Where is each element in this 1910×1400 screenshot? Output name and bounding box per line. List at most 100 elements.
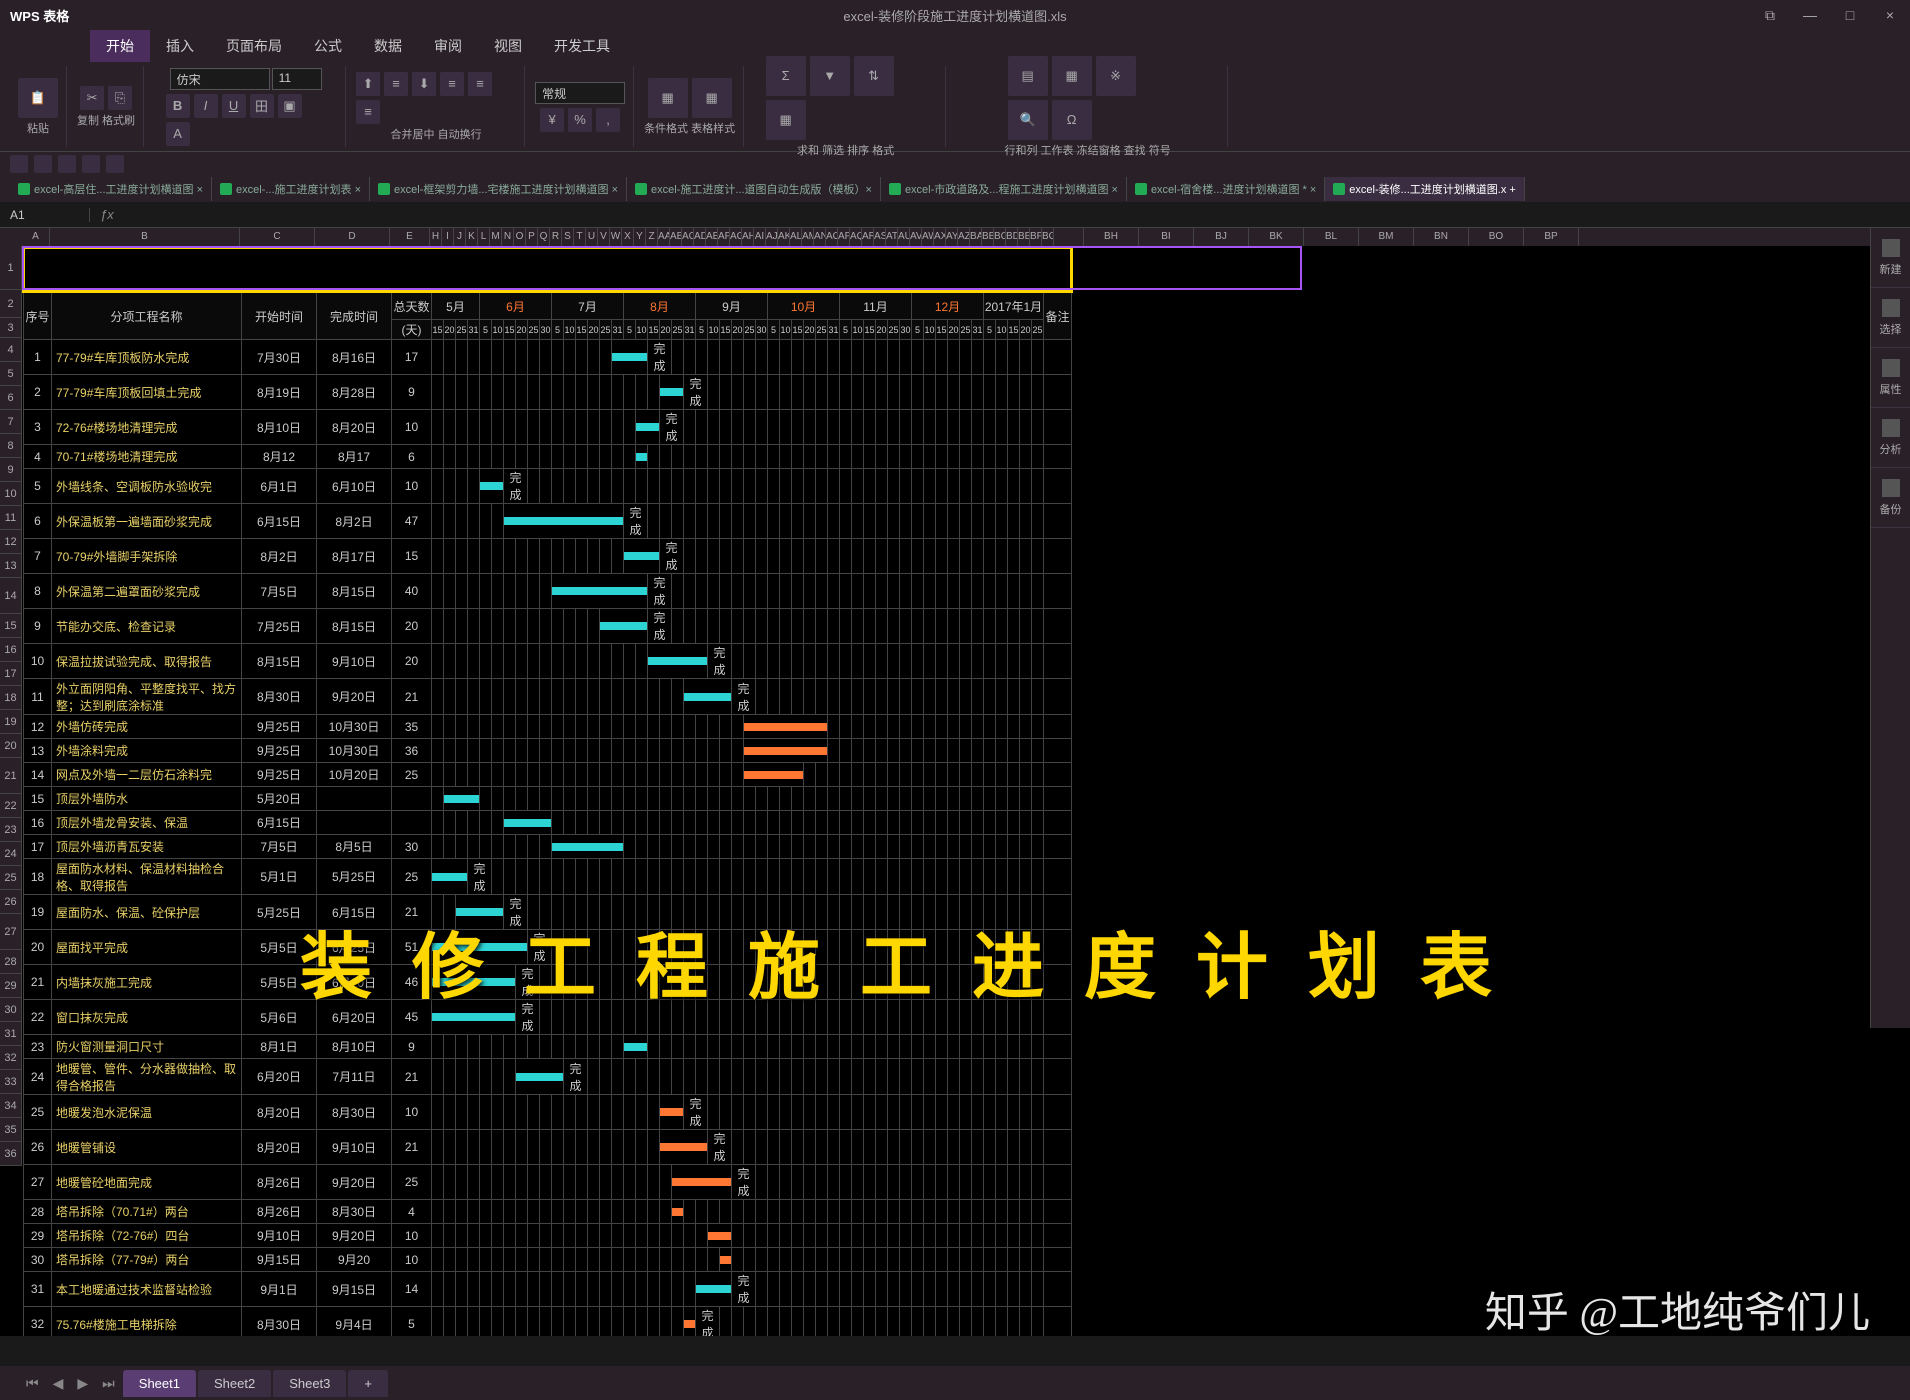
col-header[interactable]: AE — [706, 228, 718, 246]
table-row[interactable]: 17顶层外墙沥青瓦安装7月5日8月5日30 — [24, 835, 1072, 859]
col-header[interactable]: BA — [970, 228, 982, 246]
col-header[interactable]: AB — [670, 228, 682, 246]
table-style-icon[interactable]: ▦ — [692, 78, 732, 118]
taskpane-item[interactable]: 选择 — [1871, 288, 1910, 348]
col-header[interactable]: J — [454, 228, 466, 246]
qat-print-icon[interactable] — [58, 155, 76, 173]
col-header[interactable]: R — [550, 228, 562, 246]
spreadsheet-grid[interactable]: ABCDEHIJKLMNOPQRSTUVWXYZAAABACADAEAFAGAH… — [0, 228, 1910, 1336]
col-header[interactable]: M — [490, 228, 502, 246]
row-header[interactable]: 5 — [0, 362, 22, 386]
align-center-icon[interactable]: ≡ — [468, 72, 492, 96]
col-header[interactable]: BD — [1006, 228, 1018, 246]
taskpane-item[interactable]: 分析 — [1871, 408, 1910, 468]
row-header[interactable]: 21 — [0, 758, 22, 794]
row-header[interactable]: 13 — [0, 554, 22, 578]
col-header[interactable]: Q — [538, 228, 550, 246]
currency-icon[interactable]: ¥ — [540, 108, 564, 132]
rowcol-icon[interactable]: ▤ — [1008, 56, 1048, 96]
col-header[interactable]: BE — [1018, 228, 1030, 246]
col-header[interactable]: S — [562, 228, 574, 246]
table-row[interactable]: 23防火窗测量洞口尺寸8月1日8月10日9 — [24, 1035, 1072, 1059]
col-header[interactable]: BC — [994, 228, 1006, 246]
col-header[interactable]: A — [22, 228, 50, 246]
close-icon[interactable]: × — [1870, 0, 1910, 30]
col-header[interactable]: AT — [886, 228, 898, 246]
cond-format-icon[interactable]: ▦ — [648, 78, 688, 118]
table-row[interactable]: 24地暖管、管件、分水器做抽检、取得合格报告6月20日7月11日21完成 — [24, 1059, 1072, 1095]
col-header[interactable]: BK — [1249, 228, 1304, 246]
table-row[interactable]: 29塔吊拆除（72-76#）四台9月10日9月20日10 — [24, 1224, 1072, 1248]
col-header[interactable]: AM — [802, 228, 814, 246]
col-header[interactable]: V — [598, 228, 610, 246]
minimize-icon[interactable]: — — [1790, 0, 1830, 30]
table-row[interactable]: 16顶层外墙龙骨安装、保温6月15日 — [24, 811, 1072, 835]
table-row[interactable]: 30塔吊拆除（77-79#）两台9月15日9月2010 — [24, 1248, 1072, 1272]
table-row[interactable]: 22窗口抹灰完成5月6日6月20日45完成 — [24, 1000, 1072, 1035]
row-header[interactable]: 4 — [0, 338, 22, 362]
table-row[interactable]: 19屋面防水、保温、砼保护层5月25日6月15日21完成 — [24, 895, 1072, 930]
col-header[interactable] — [1054, 228, 1084, 246]
table-row[interactable]: 277-79#车库顶板回填土完成8月19日8月28日9完成 — [24, 375, 1072, 410]
sheet-nav-last[interactable]: ⏭ — [96, 1375, 121, 1392]
sheet-nav-first[interactable]: ⏮ — [20, 1375, 45, 1392]
table-row[interactable]: 31本工地暖通过技术监督站检验9月1日9月15日14完成 — [24, 1272, 1072, 1307]
sort-icon[interactable]: ⇅ — [854, 56, 894, 96]
doc-tab-6[interactable]: excel-装修...工进度计划横道图.x + — [1325, 177, 1525, 201]
col-header[interactable]: AQ — [850, 228, 862, 246]
table-row[interactable]: 15顶层外墙防水5月20日 — [24, 787, 1072, 811]
table-row[interactable]: 21内墙抹灰施工完成5月5日6月20日46完成 — [24, 965, 1072, 1000]
sheet-tab-0[interactable]: Sheet1 — [123, 1370, 196, 1397]
table-row[interactable]: 10保温拉拔试验完成、取得报告8月15日9月10日20完成 — [24, 644, 1072, 679]
sum-icon[interactable]: Σ — [766, 56, 806, 96]
col-header[interactable]: AL — [790, 228, 802, 246]
col-header[interactable]: AN — [814, 228, 826, 246]
table-row[interactable]: 8外保温第二遍罩面砂浆完成7月5日8月15日40完成 — [24, 574, 1072, 609]
align-bot-icon[interactable]: ⬇ — [412, 72, 436, 96]
col-header[interactable]: C — [240, 228, 315, 246]
comma-icon[interactable]: , — [596, 108, 620, 132]
table-row[interactable]: 12外墙仿砖完成9月25日10月30日35 — [24, 715, 1072, 739]
col-header[interactable]: AP — [838, 228, 850, 246]
table-row[interactable]: 11外立面阴阳角、平整度找平、找方整；达到刷底涂标准8月30日9月20日21完成 — [24, 679, 1072, 715]
col-header[interactable]: O — [514, 228, 526, 246]
fill-color-icon[interactable]: ▣ — [278, 94, 302, 118]
menu-tab-2[interactable]: 页面布局 — [210, 30, 298, 62]
menu-tab-4[interactable]: 数据 — [358, 30, 418, 62]
row-header[interactable]: 34 — [0, 1094, 22, 1118]
menu-tab-3[interactable]: 公式 — [298, 30, 358, 62]
table-row[interactable]: 470-71#楼场地清理完成8月128月176 — [24, 445, 1072, 469]
col-header[interactable]: I — [442, 228, 454, 246]
row-header[interactable]: 31 — [0, 1022, 22, 1046]
col-header[interactable]: AC — [682, 228, 694, 246]
col-header[interactable]: AS — [874, 228, 886, 246]
row-header[interactable]: 6 — [0, 386, 22, 410]
col-header[interactable]: BI — [1139, 228, 1194, 246]
doc-tab-2[interactable]: excel-框架剪力墙...宅楼施工进度计划横道图 × — [370, 177, 627, 201]
italic-icon[interactable]: I — [194, 94, 218, 118]
table-row[interactable]: 25地暖发泡水泥保温8月20日8月30日10完成 — [24, 1095, 1072, 1130]
table-row[interactable]: 5外墙线条、空调板防水验收完6月1日6月10日10完成 — [24, 469, 1072, 504]
row-header[interactable]: 2 — [0, 290, 22, 318]
row-header[interactable]: 7 — [0, 410, 22, 434]
table-row[interactable]: 18屋面防水材料、保温材料抽检合格、取得报告5月1日5月25日25完成 — [24, 859, 1072, 895]
table-row[interactable]: 9节能办交底、检查记录7月25日8月15日20完成 — [24, 609, 1072, 644]
col-header[interactable]: H — [430, 228, 442, 246]
col-header[interactable]: B — [50, 228, 240, 246]
col-header[interactable]: E — [390, 228, 430, 246]
qat-open-icon[interactable] — [34, 155, 52, 173]
row-header[interactable]: 20 — [0, 734, 22, 758]
row-header[interactable]: 36 — [0, 1142, 22, 1166]
col-header[interactable]: K — [466, 228, 478, 246]
percent-icon[interactable]: % — [568, 108, 592, 132]
col-header[interactable]: N — [502, 228, 514, 246]
table-row[interactable]: 177-79#车库顶板防水完成7月30日8月16日17完成 — [24, 340, 1072, 375]
col-header[interactable]: BM — [1359, 228, 1414, 246]
font-family-select[interactable]: 仿宋 — [170, 68, 270, 90]
col-header[interactable]: T — [574, 228, 586, 246]
row-header[interactable]: 24 — [0, 842, 22, 866]
table-row[interactable]: 20屋面找平完成5月5日6月25日51完成 — [24, 930, 1072, 965]
col-header[interactable]: BO — [1469, 228, 1524, 246]
align-left-icon[interactable]: ≡ — [440, 72, 464, 96]
row-header[interactable]: 14 — [0, 578, 22, 614]
